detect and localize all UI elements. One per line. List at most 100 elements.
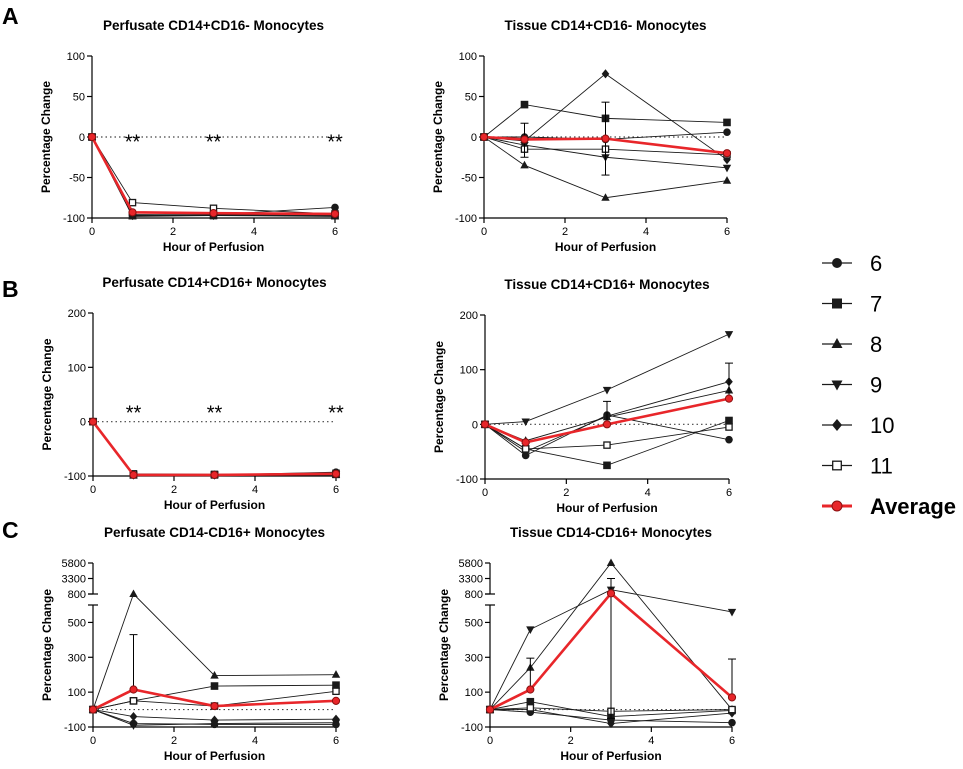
- data-point: [603, 441, 611, 449]
- series-line: [483, 104, 728, 138]
- y-tick-label: 50: [73, 92, 85, 104]
- legend-marker: [832, 460, 842, 471]
- x-tick-label: 4: [645, 487, 651, 499]
- data-point: [332, 687, 340, 696]
- series-line: [484, 414, 730, 457]
- x-tick-label: 2: [563, 487, 569, 499]
- average-point: [606, 589, 616, 598]
- series-line: [489, 707, 733, 712]
- x-tick-label: 4: [643, 226, 649, 238]
- average-point: [602, 420, 612, 429]
- x-axis-label: Hour of Perfusion: [555, 240, 656, 254]
- series-10: [89, 417, 340, 480]
- average-point: [330, 209, 340, 219]
- data-point: [331, 670, 341, 678]
- average-point: [479, 132, 489, 142]
- series-average: [480, 362, 734, 447]
- y-tick-label: 200: [460, 310, 478, 322]
- series-line: [92, 421, 337, 475]
- y-axis-label: Percentage Change: [432, 341, 446, 453]
- significance-marker: **: [328, 402, 344, 424]
- x-tick-label: 0: [482, 487, 488, 499]
- data-point: [526, 704, 535, 712]
- legend-entry-9: 9: [822, 373, 882, 398]
- y-tick-label: -100: [461, 722, 483, 734]
- series-line: [92, 709, 337, 721]
- data-point: [607, 718, 615, 729]
- series-line: [489, 589, 733, 710]
- data-point: [521, 445, 530, 453]
- data-point: [210, 682, 219, 690]
- series-line: [483, 136, 728, 199]
- data-point: [520, 160, 529, 169]
- legend-marker: [831, 500, 843, 512]
- average-point: [331, 696, 341, 705]
- y-tick-label: 50: [465, 92, 477, 104]
- significance-marker: **: [126, 402, 142, 424]
- legend: 6 7 8 9 10 11 Average: [822, 251, 956, 519]
- x-axis-label: Hour of Perfusion: [164, 749, 265, 763]
- panel-label-c: C: [2, 517, 19, 543]
- legend-label: 9: [870, 373, 882, 398]
- average-line: [483, 135, 728, 155]
- panel-label-a: A: [2, 3, 19, 29]
- legend-entry-average: Average: [822, 494, 956, 519]
- x-tick-label: 2: [170, 226, 176, 238]
- y-tick-label: 300: [68, 652, 86, 664]
- chart-title: Tissue CD14+CD16+ Monocytes: [504, 277, 709, 292]
- legend-marker: [832, 419, 842, 431]
- data-point: [332, 714, 340, 724]
- chart-title: Tissue CD14+CD16- Monocytes: [505, 18, 707, 33]
- average-point: [210, 701, 219, 711]
- y-tick-label: 0: [471, 132, 477, 144]
- data-point: [129, 722, 138, 730]
- average-point: [724, 394, 734, 403]
- legend-entry-7: 7: [822, 292, 882, 317]
- data-point: [722, 164, 732, 173]
- y-tick-label: -100: [64, 471, 86, 483]
- average-line: [489, 591, 733, 711]
- y-tick-label: -100: [456, 474, 478, 486]
- x-tick-label: 0: [90, 735, 96, 747]
- average-point: [331, 469, 341, 478]
- x-tick-label: 0: [90, 484, 96, 496]
- series-line: [92, 421, 337, 476]
- legend-entry-8: 8: [822, 332, 882, 357]
- x-axis-label: Hour of Perfusion: [163, 240, 264, 254]
- legend-entry-6: 6: [822, 251, 882, 276]
- x-axis-label: Hour of Perfusion: [164, 498, 265, 512]
- y-tick-label: -100: [455, 213, 477, 225]
- legend-marker: [832, 298, 842, 309]
- legend-marker: [831, 380, 843, 391]
- y-tick-label: 500: [465, 617, 483, 629]
- y-tick-label: 0: [79, 132, 85, 144]
- y-tick-label: 500: [68, 617, 86, 629]
- data-point: [723, 128, 731, 136]
- series-line: [483, 136, 728, 156]
- data-point: [725, 416, 733, 425]
- x-tick-label: 4: [648, 735, 654, 747]
- y-tick-label: -100: [63, 213, 85, 225]
- y-axis-label: Percentage Change: [40, 338, 54, 450]
- series-line: [92, 421, 336, 476]
- chart-2: Tissue CD14+CD16- Monocytes -100 -50 0 50 100…: [431, 18, 732, 254]
- chart-title: Perfusate CD14+CD16- Monocytes: [103, 18, 324, 33]
- legend-entry-11: 11: [822, 454, 893, 479]
- data-point: [606, 558, 616, 567]
- average-point: [485, 705, 495, 714]
- series-line: [484, 333, 730, 425]
- legend-label: 7: [870, 292, 882, 317]
- y-tick-label: -50: [461, 173, 477, 185]
- data-point: [520, 100, 529, 109]
- average-point: [601, 134, 610, 143]
- average-point: [129, 685, 138, 694]
- data-point: [331, 203, 339, 212]
- series-6: [89, 417, 340, 479]
- significance-marker: **: [207, 402, 223, 424]
- y-tick-label: 100: [67, 51, 85, 63]
- y-tick-label: 5800: [459, 558, 483, 570]
- legend-marker: [831, 338, 843, 348]
- y-tick-label: 100: [459, 51, 477, 63]
- data-point: [128, 198, 137, 207]
